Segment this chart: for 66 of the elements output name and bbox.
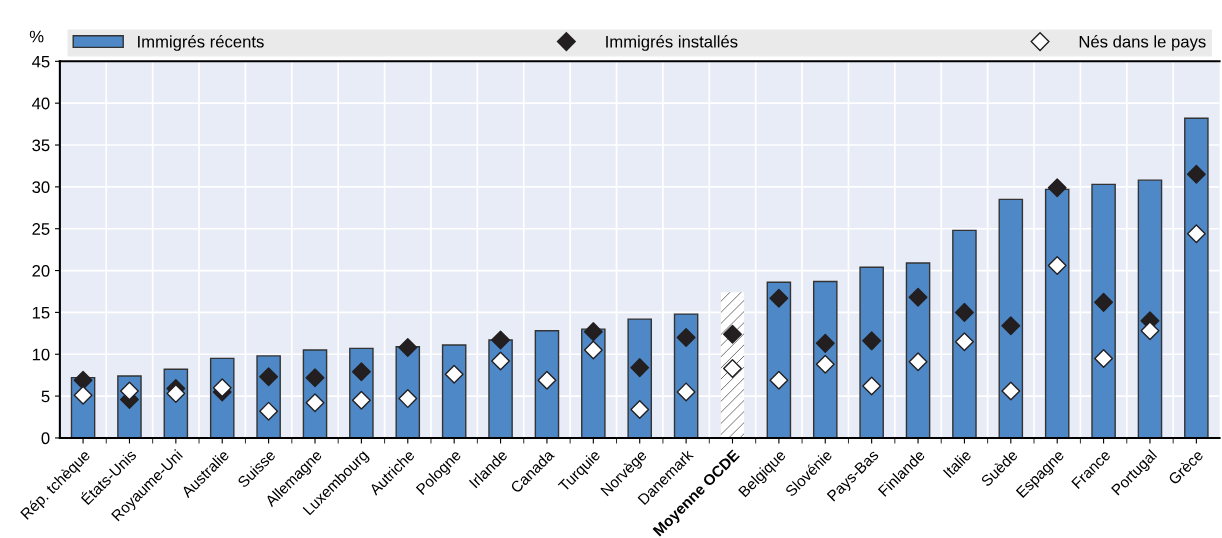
y-tick-label: 20 <box>32 264 50 277</box>
point <box>351 362 371 382</box>
point <box>491 330 511 350</box>
point <box>630 399 650 419</box>
point <box>305 368 325 388</box>
bar <box>952 229 977 438</box>
point <box>676 328 696 347</box>
point <box>769 370 789 390</box>
point <box>398 389 418 409</box>
point <box>351 390 371 410</box>
point <box>73 370 93 390</box>
bar <box>1044 188 1070 438</box>
point <box>1186 224 1206 244</box>
y-tick-label: 35 <box>32 139 50 152</box>
point <box>676 382 696 402</box>
point <box>444 364 464 384</box>
bar <box>1091 183 1116 438</box>
point <box>815 333 835 353</box>
point <box>862 331 882 351</box>
point <box>119 381 139 401</box>
y-axis-title: % <box>29 30 44 43</box>
point <box>259 401 279 421</box>
point <box>1001 381 1021 401</box>
point <box>908 287 928 307</box>
bar <box>766 281 792 438</box>
point <box>1140 321 1160 341</box>
point <box>862 376 882 396</box>
point <box>305 393 325 413</box>
point <box>537 370 557 390</box>
point <box>815 354 835 374</box>
bar <box>859 266 884 438</box>
point <box>1186 164 1206 184</box>
point <box>954 302 974 322</box>
point <box>1094 348 1114 368</box>
y-tick-label: 5 <box>41 390 50 403</box>
point <box>1001 316 1021 336</box>
legend-label: Immigrés récents <box>138 35 264 51</box>
y-tick-label: 25 <box>32 223 50 235</box>
y-tick-label: 10 <box>32 348 50 361</box>
point <box>398 338 418 358</box>
point <box>583 322 603 342</box>
y-tick-label: 0 <box>41 432 50 445</box>
point <box>583 340 603 360</box>
point <box>954 332 974 352</box>
bar <box>1184 117 1209 438</box>
bar <box>1137 179 1163 438</box>
y-tick-label: 45 <box>32 55 50 68</box>
point <box>723 324 742 344</box>
bar <box>534 330 560 438</box>
y-tick-label: 40 <box>32 97 50 110</box>
legend-label: Immigrés installés <box>606 35 738 51</box>
bar <box>441 344 467 438</box>
point <box>769 288 789 308</box>
bar <box>905 262 931 438</box>
point <box>1094 292 1114 312</box>
point <box>73 385 93 405</box>
point <box>491 351 511 371</box>
bar <box>998 198 1024 438</box>
legend-label: Nés dans le pays <box>1079 35 1206 51</box>
point <box>1047 256 1067 276</box>
point <box>259 367 279 387</box>
point <box>630 358 650 378</box>
point <box>908 352 928 372</box>
y-tick-label: 30 <box>32 181 50 194</box>
point <box>1047 178 1067 198</box>
y-tick-label: 15 <box>32 306 50 319</box>
